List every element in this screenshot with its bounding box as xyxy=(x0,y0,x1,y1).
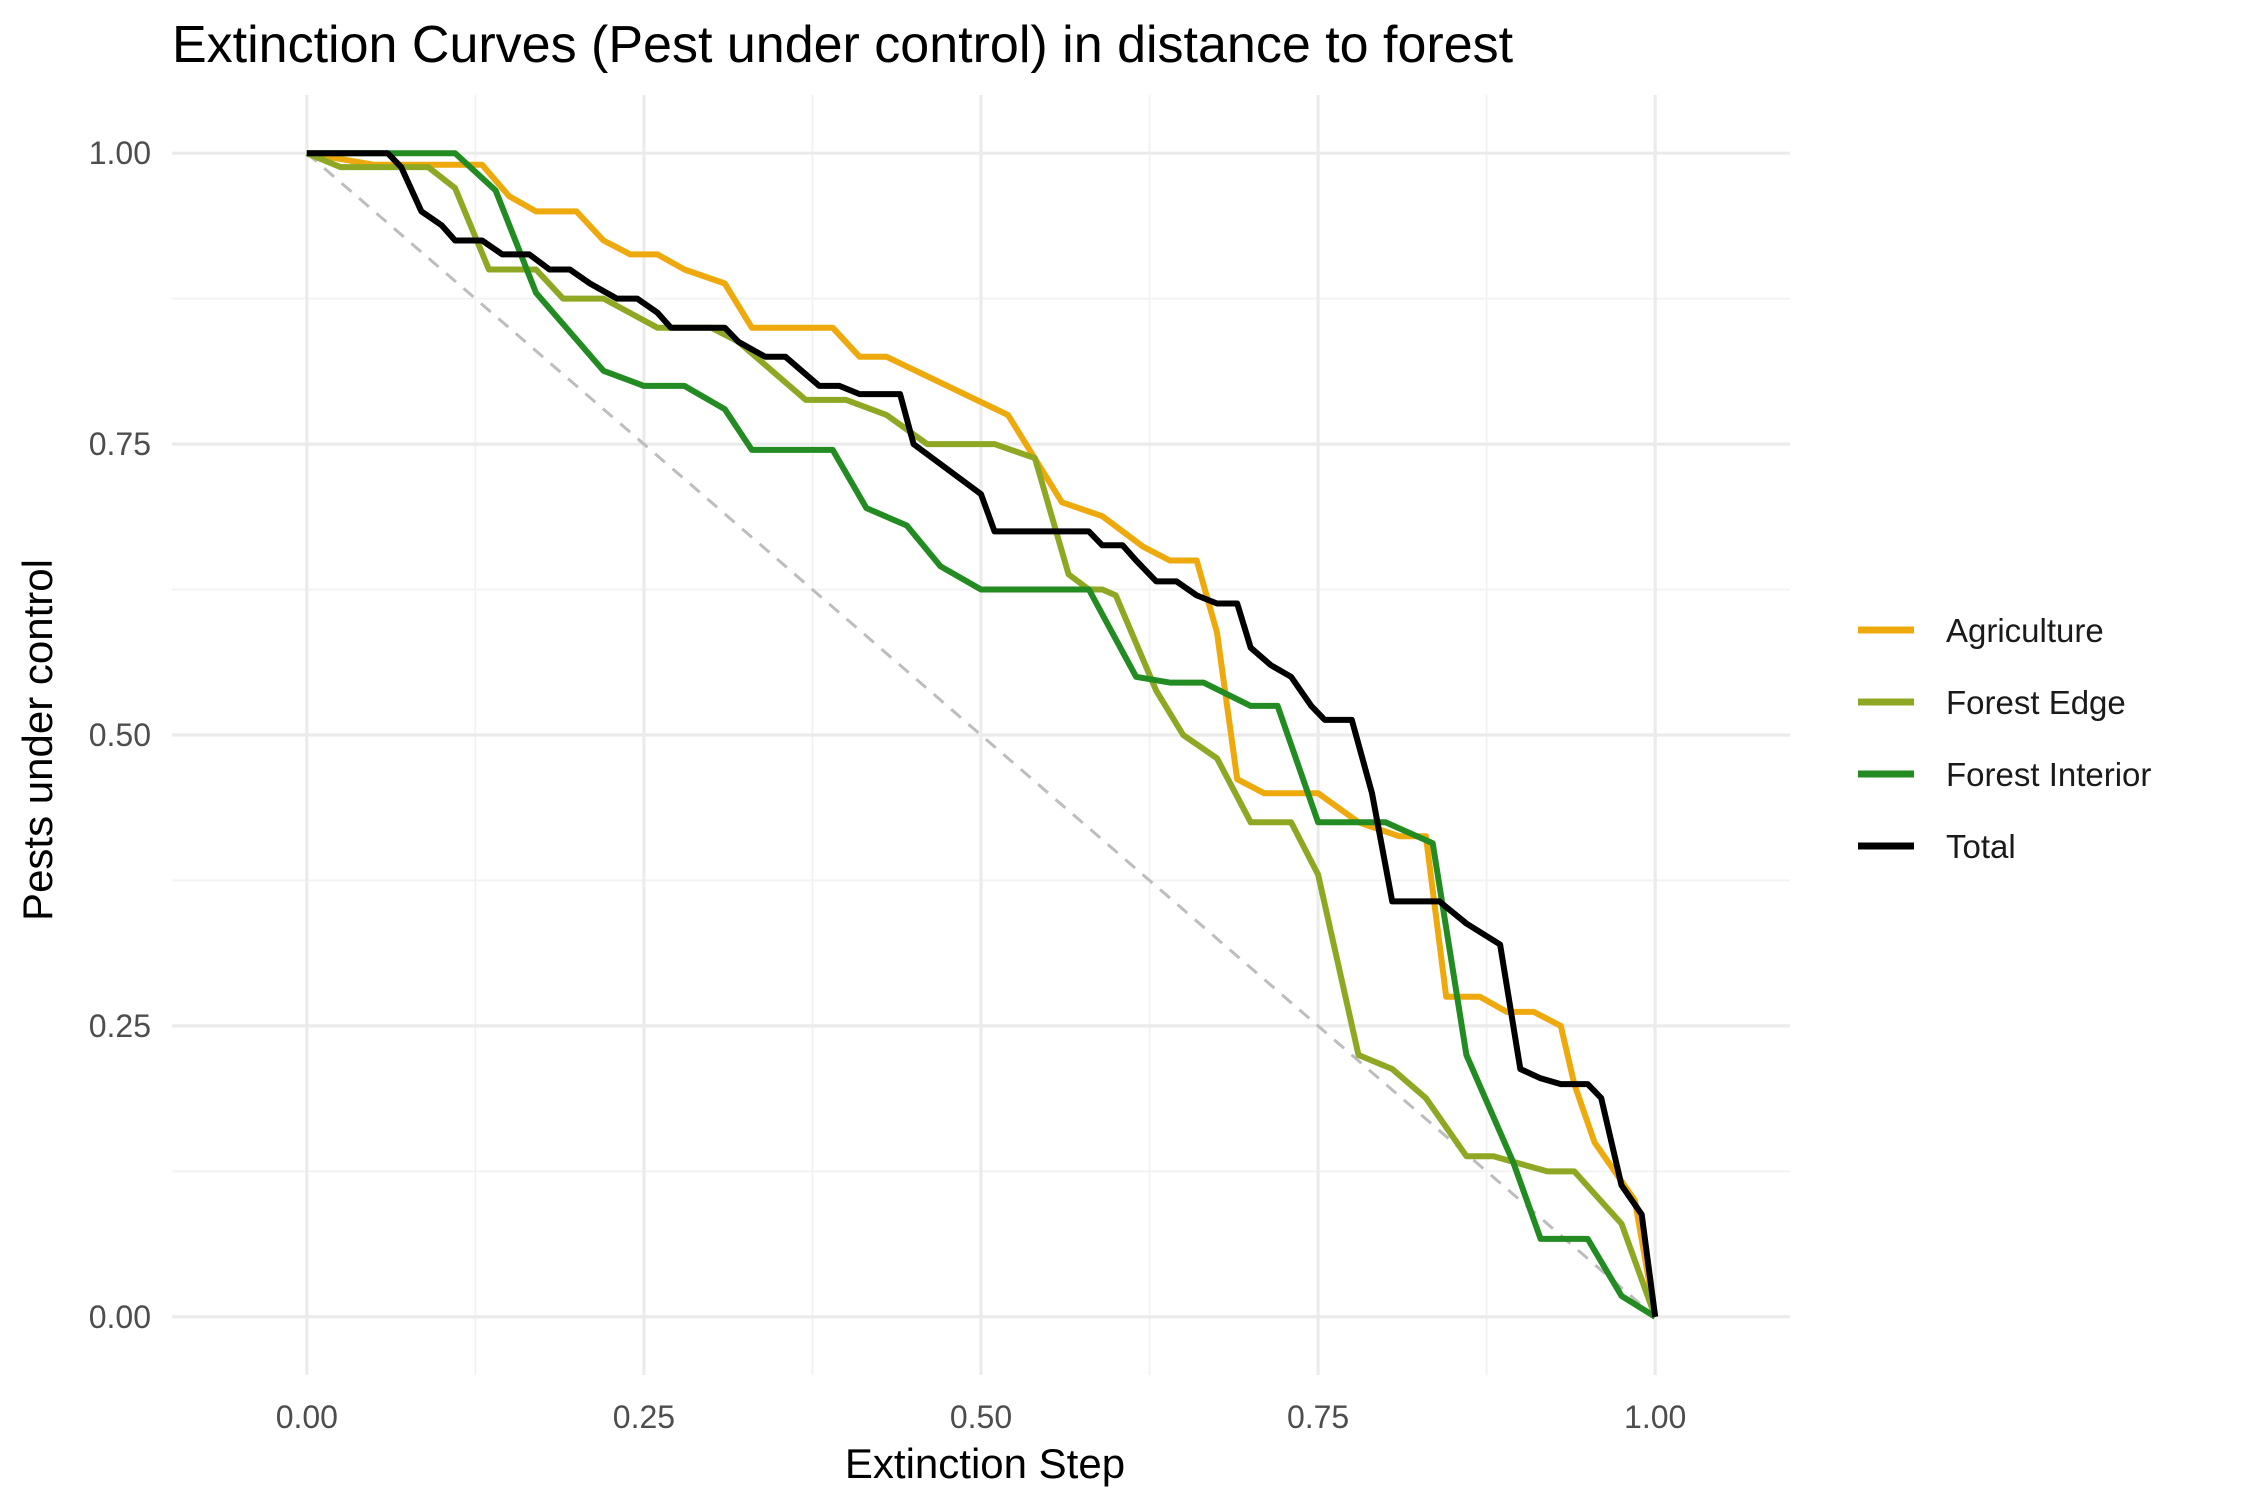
legend-item-forest-edge: Forest Edge xyxy=(1858,684,2126,721)
x-axis-title: Extinction Step xyxy=(845,1440,1125,1487)
series-line-forest-interior xyxy=(306,150,1657,1320)
x-tick-label: 0.50 xyxy=(950,1399,1012,1435)
y-tick-label: 1.00 xyxy=(89,135,151,171)
series-line-total xyxy=(306,150,1659,1318)
x-tick-label: 0.75 xyxy=(1287,1399,1349,1435)
x-tick-label: 0.00 xyxy=(276,1399,338,1435)
y-axis-title: Pests under control xyxy=(14,559,61,921)
legend-label: Forest Edge xyxy=(1946,684,2126,721)
reference-line-group xyxy=(305,152,1657,1318)
reference-line xyxy=(305,152,1657,1318)
y-tick-label: 0.75 xyxy=(89,426,151,462)
chart-title: Extinction Curves (Pest under control) i… xyxy=(172,16,1514,74)
x-tick-label: 0.25 xyxy=(613,1399,675,1435)
legend-label: Agriculture xyxy=(1946,612,2104,649)
series-lines xyxy=(305,150,1659,1320)
legend-label: Total xyxy=(1946,828,2016,865)
series-line-forest-edge xyxy=(305,150,1659,1318)
y-tick-label: 0.25 xyxy=(89,1008,151,1044)
series-line-agriculture xyxy=(306,150,1659,1318)
legend-item-total: Total xyxy=(1858,828,2016,865)
grid xyxy=(172,95,1790,1375)
legend-item-forest-interior: Forest Interior xyxy=(1858,756,2151,793)
tick-labels: 0.00 0.25 0.50 0.75 1.00 0.00 0.25 0.50 0.75 1.00 xyxy=(89,135,1687,1435)
y-tick-label: 0.50 xyxy=(89,717,151,753)
legend-item-agriculture: Agriculture xyxy=(1858,612,2104,649)
legend: Agriculture Forest Edge Forest Interior Tot… xyxy=(1858,612,2151,865)
legend-label: Forest Interior xyxy=(1946,756,2151,793)
x-tick-label: 1.00 xyxy=(1624,1399,1686,1435)
y-tick-label: 0.00 xyxy=(89,1299,151,1335)
